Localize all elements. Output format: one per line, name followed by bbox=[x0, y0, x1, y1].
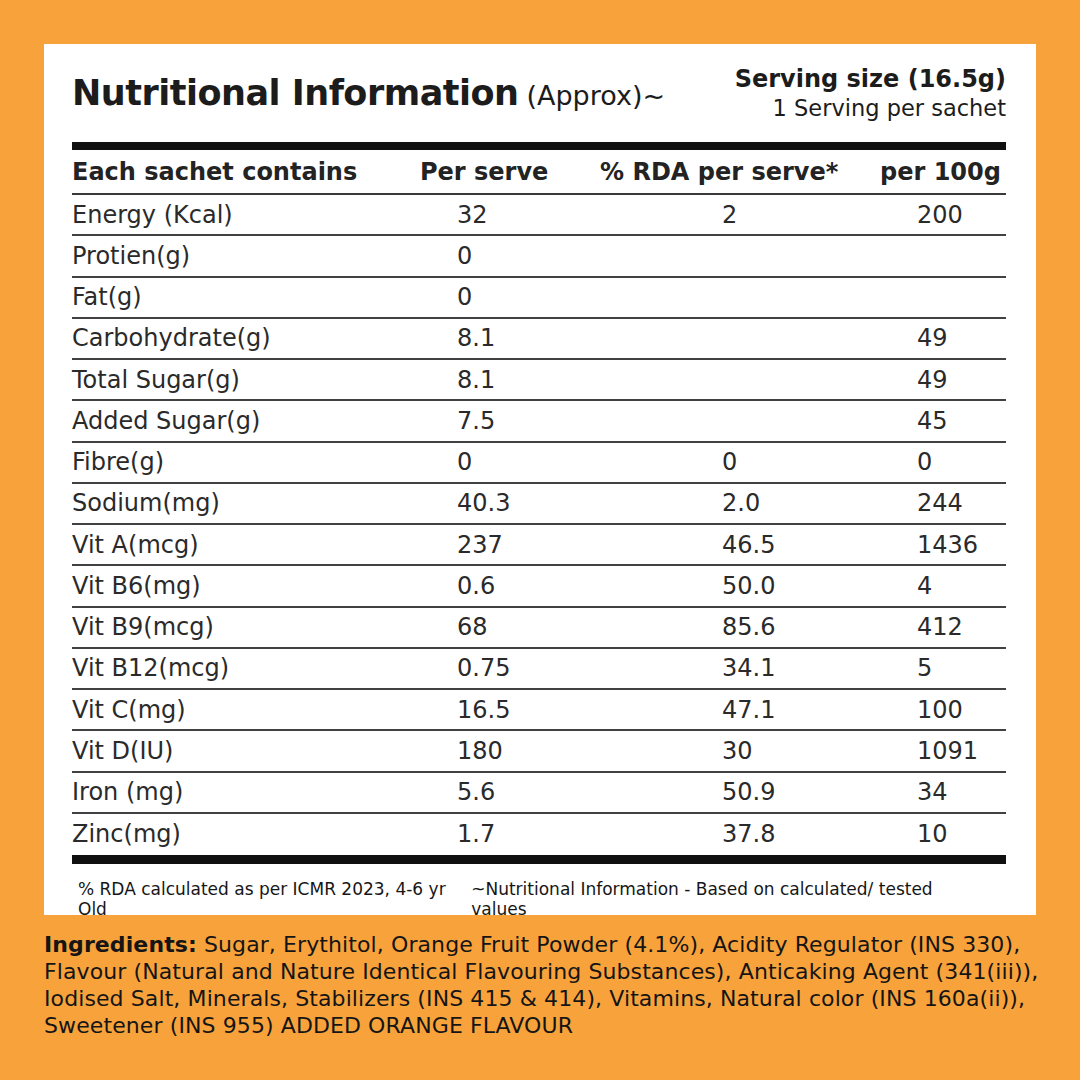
per-100g-value: 412 bbox=[917, 613, 963, 641]
nutrient-label: Vit A(mcg) bbox=[72, 531, 199, 559]
table-row: Fibre(g) 0 0 0 bbox=[72, 443, 1006, 484]
per-serve-value: 237 bbox=[457, 531, 503, 559]
rda-per-serve-value: 0 bbox=[722, 448, 737, 476]
nutrient-label: Vit D(IU) bbox=[72, 737, 173, 765]
header-rule bbox=[72, 142, 1006, 150]
table-row: Vit B6(mg) 0.6 50.0 4 bbox=[72, 566, 1006, 607]
nutrient-label: Fibre(g) bbox=[72, 448, 164, 476]
table-header-row: Each sachet contains Per serve % RDA per… bbox=[72, 150, 1006, 195]
column-header-sachet-contains: Each sachet contains bbox=[72, 158, 357, 186]
per-serve-value: 0.75 bbox=[457, 654, 510, 682]
nutrient-label: Vit C(mg) bbox=[72, 696, 186, 724]
per-serve-value: 7.5 bbox=[457, 407, 495, 435]
per-serve-value: 0.6 bbox=[457, 572, 495, 600]
per-100g-value: 5 bbox=[917, 654, 932, 682]
per-100g-value: 1091 bbox=[917, 737, 978, 765]
ingredients-label: Ingredients: bbox=[44, 932, 197, 957]
nutrient-label: Protien(g) bbox=[72, 242, 190, 270]
label-header: Nutritional Information (Approx)~ Serving… bbox=[72, 44, 1006, 142]
rda-per-serve-value: 50.9 bbox=[722, 778, 775, 806]
rda-per-serve-value: 85.6 bbox=[722, 613, 775, 641]
rda-footnote: % RDA calculated as per ICMR 2023, 4-6 y… bbox=[78, 879, 471, 919]
nutrient-label: Energy (Kcal) bbox=[72, 201, 233, 229]
per-100g-value: 244 bbox=[917, 489, 963, 517]
per-serve-value: 1.7 bbox=[457, 820, 495, 848]
nutrient-label: Carbohydrate(g) bbox=[72, 324, 271, 352]
per-100g-value: 34 bbox=[917, 778, 948, 806]
table-row: Added Sugar(g) 7.5 45 bbox=[72, 401, 1006, 442]
footnotes: % RDA calculated as per ICMR 2023, 4-6 y… bbox=[72, 864, 1006, 919]
rda-per-serve-value: 37.8 bbox=[722, 820, 775, 848]
per-serve-value: 5.6 bbox=[457, 778, 495, 806]
rda-per-serve-value: 50.0 bbox=[722, 572, 775, 600]
per-serve-value: 40.3 bbox=[457, 489, 510, 517]
table-row: Protien(g) 0 bbox=[72, 236, 1006, 277]
nutrient-label: Sodium(mg) bbox=[72, 489, 220, 517]
ingredients-section: Ingredients: Sugar, Erythitol, Orange Fr… bbox=[44, 931, 1044, 1039]
nutrient-label: Vit B6(mg) bbox=[72, 572, 201, 600]
per-100g-value: 49 bbox=[917, 324, 948, 352]
table-row: Total Sugar(g) 8.1 49 bbox=[72, 360, 1006, 401]
title-approx-suffix: (Approx)~ bbox=[526, 80, 665, 111]
per-serve-value: 68 bbox=[457, 613, 488, 641]
nutrient-label: Zinc(mg) bbox=[72, 820, 181, 848]
table-row: Fat(g) 0 bbox=[72, 278, 1006, 319]
table-row: Vit D(IU) 180 30 1091 bbox=[72, 731, 1006, 772]
tested-values-footnote: ~Nutritional Information - Based on calc… bbox=[471, 879, 982, 919]
table-row: Sodium(mg) 40.3 2.0 244 bbox=[72, 484, 1006, 525]
nutrient-label: Vit B12(mcg) bbox=[72, 654, 229, 682]
table-row: Energy (Kcal) 32 2 200 bbox=[72, 195, 1006, 236]
page-title: Nutritional Information (Approx)~ bbox=[72, 73, 665, 113]
rda-per-serve-value: 46.5 bbox=[722, 531, 775, 559]
per-serve-value: 0 bbox=[457, 242, 472, 270]
per-serve-value: 8.1 bbox=[457, 324, 495, 352]
table-row: Iron (mg) 5.6 50.9 34 bbox=[72, 773, 1006, 814]
table-row: Vit A(mcg) 237 46.5 1436 bbox=[72, 525, 1006, 566]
per-100g-value: 200 bbox=[917, 201, 963, 229]
table-row: Vit C(mg) 16.5 47.1 100 bbox=[72, 690, 1006, 731]
nutrient-label: Added Sugar(g) bbox=[72, 407, 260, 435]
serving-info: Serving size (16.5g) 1 Serving per sache… bbox=[735, 64, 1006, 122]
column-header-per-100g: per 100g bbox=[880, 158, 1001, 186]
nutrient-label: Vit B9(mcg) bbox=[72, 613, 214, 641]
per-serve-value: 32 bbox=[457, 201, 488, 229]
per-serve-value: 0 bbox=[457, 283, 472, 311]
column-header-rda-per-serve: % RDA per serve* bbox=[600, 158, 838, 186]
table-bottom-rule bbox=[72, 855, 1006, 864]
nutrition-table: Each sachet contains Per serve % RDA per… bbox=[72, 150, 1006, 855]
table-row: Vit B9(mcg) 68 85.6 412 bbox=[72, 608, 1006, 649]
table-row: Vit B12(mcg) 0.75 34.1 5 bbox=[72, 649, 1006, 690]
per-serve-value: 180 bbox=[457, 737, 503, 765]
rda-per-serve-value: 30 bbox=[722, 737, 753, 765]
table-row: Carbohydrate(g) 8.1 49 bbox=[72, 319, 1006, 360]
per-100g-value: 100 bbox=[917, 696, 963, 724]
per-100g-value: 10 bbox=[917, 820, 948, 848]
rda-per-serve-value: 34.1 bbox=[722, 654, 775, 682]
per-serve-value: 0 bbox=[457, 448, 472, 476]
table-row: Zinc(mg) 1.7 37.8 10 bbox=[72, 814, 1006, 855]
serving-size-text: Serving size (16.5g) bbox=[735, 64, 1006, 94]
per-serve-value: 16.5 bbox=[457, 696, 510, 724]
column-header-per-serve: Per serve bbox=[420, 158, 548, 186]
per-100g-value: 49 bbox=[917, 366, 948, 394]
nutrient-label: Fat(g) bbox=[72, 283, 142, 311]
per-100g-value: 4 bbox=[917, 572, 932, 600]
rda-per-serve-value: 2.0 bbox=[722, 489, 760, 517]
per-serve-value: 8.1 bbox=[457, 366, 495, 394]
nutrient-label: Total Sugar(g) bbox=[72, 366, 240, 394]
per-100g-value: 1436 bbox=[917, 531, 978, 559]
rda-per-serve-value: 2 bbox=[722, 201, 737, 229]
nutrition-label-card: Nutritional Information (Approx)~ Serving… bbox=[44, 44, 1036, 915]
per-100g-value: 45 bbox=[917, 407, 948, 435]
table-body: Energy (Kcal) 32 2 200 Protien(g) 0 Fat(… bbox=[72, 195, 1006, 855]
title-text: Nutritional Information bbox=[72, 73, 518, 113]
servings-per-sachet-text: 1 Serving per sachet bbox=[735, 94, 1006, 122]
rda-per-serve-value: 47.1 bbox=[722, 696, 775, 724]
nutrient-label: Iron (mg) bbox=[72, 778, 183, 806]
per-100g-value: 0 bbox=[917, 448, 932, 476]
